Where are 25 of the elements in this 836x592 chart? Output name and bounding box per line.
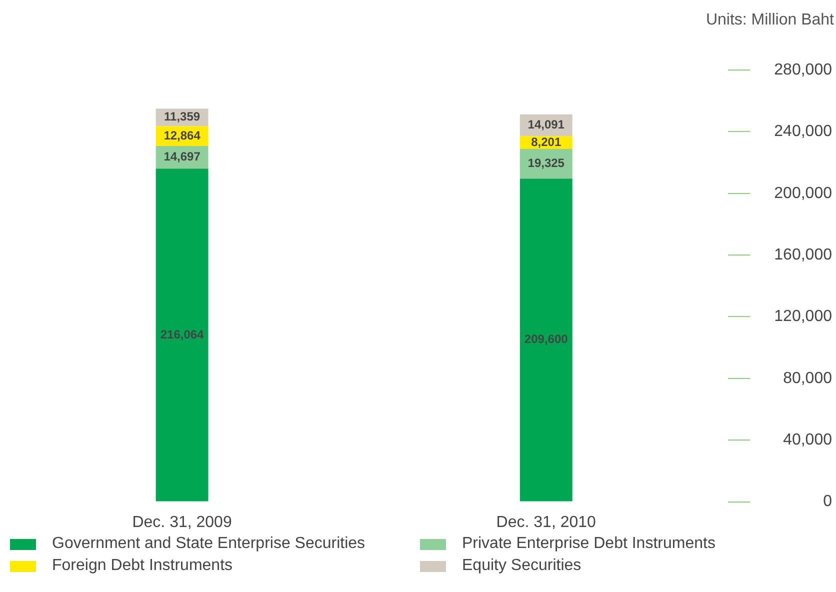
bar: [156, 168, 208, 502]
y-tick-label: 80,000: [783, 370, 832, 387]
bar: [520, 178, 572, 502]
y-tick-label: 240,000: [774, 123, 832, 140]
y-axis-title: Units: Million Baht: [706, 11, 835, 28]
x-tick-label: Dec. 31, 2010: [496, 514, 596, 531]
legend-label: Equity Securities: [462, 557, 582, 575]
y-tick-label: 160,000: [774, 246, 832, 264]
x-tick-label: Dec. 31, 2009: [132, 514, 232, 531]
y-tick-label: 280,000: [774, 61, 832, 78]
y-tick-label: 40,000: [783, 432, 832, 449]
data-label: 12,864: [164, 128, 201, 142]
legend-label: Foreign Debt Instruments: [52, 557, 233, 575]
data-label: 8,201: [531, 134, 562, 149]
data-label: 14,697: [164, 150, 201, 164]
data-label: 216,064: [160, 327, 204, 342]
data-label: 19,325: [528, 156, 565, 170]
data-label: 11,359: [164, 110, 200, 124]
legend-label: Private Enterprise Debt Instruments: [462, 535, 716, 553]
y-tick-label: 0: [823, 493, 832, 510]
y-tick-label: 120,000: [774, 308, 832, 326]
data-label: 14,091: [528, 118, 565, 132]
legend-label: Government and State Enterprise Securities: [52, 535, 366, 553]
data-label: 209,600: [524, 332, 568, 346]
y-tick-label: 200,000: [774, 184, 832, 202]
